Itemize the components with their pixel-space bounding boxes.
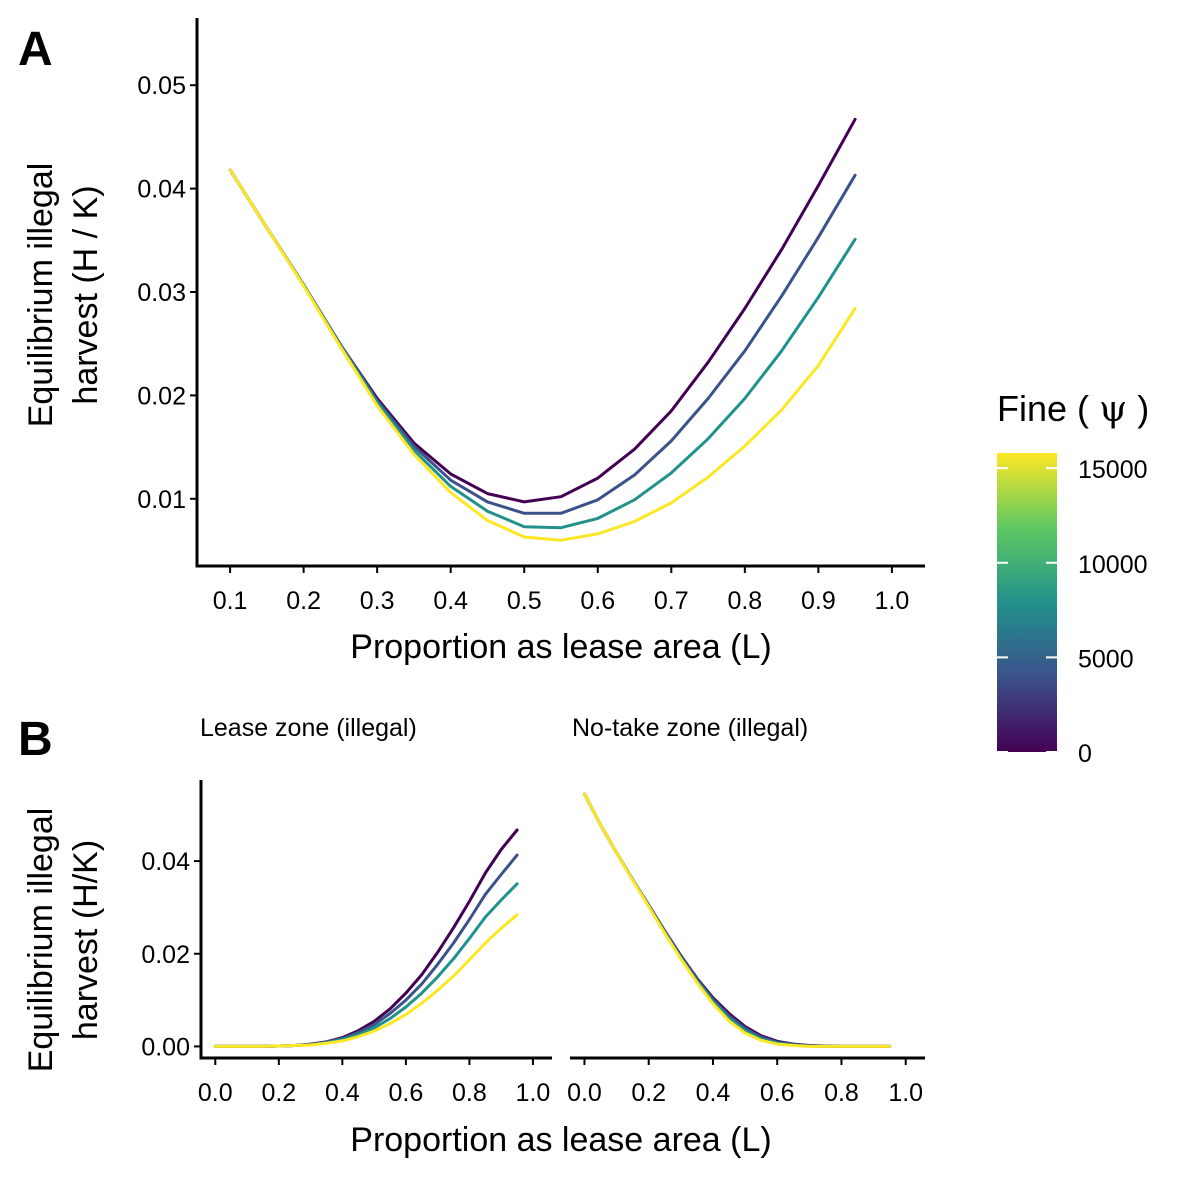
panel-a-x-tick-label: 0.6 [580, 587, 615, 615]
panel-b-lease-series [213, 828, 519, 1048]
panel-b-notake-series [583, 792, 892, 1048]
panel-a: 0.010.020.030.040.05 0.1 0.2 0.3 0.4 0.5 0.6 0… [22, 18, 925, 666]
panel-a-x-title: Proportion as lease area (L) [350, 628, 771, 666]
legend-tick-label: 10000 [1078, 551, 1148, 579]
panel-a-x-tick-label: 0.8 [727, 587, 762, 615]
legend-tick-label: 5000 [1078, 645, 1134, 673]
fine-legend: Fine ( ψ ) 15000 10000 5000 0 [997, 388, 1149, 768]
legend-tick-label: 0 [1078, 740, 1092, 768]
panel-b-label: B [18, 713, 53, 766]
panel-a-line-fine-0 [228, 117, 857, 504]
panel-b-y-tick-label: 0.00 [141, 1033, 190, 1061]
panel-a-y-tick-label: 0.03 [137, 279, 186, 307]
panel-b-notake-x-tick-label: 0.0 [567, 1079, 602, 1107]
panel-b-lease-line-fine-0 [213, 828, 519, 1048]
panel-b-y-tick-label: 0.04 [141, 848, 190, 876]
panel-a-series [228, 117, 857, 542]
panel-a-x-tick-label: 0.9 [801, 587, 836, 615]
panel-b-lease-x-tick-label: 0.8 [452, 1079, 487, 1107]
panel-b-y-tick-label: 0.02 [141, 941, 190, 969]
panel-b: Lease zone (illegal) No-take zone (illeg… [22, 714, 925, 1159]
panel-b-lease-x-tick-label: 1.0 [516, 1079, 551, 1107]
panel-b-lease-line-fine-5000 [213, 853, 519, 1048]
panel-a-line-fine-15800 [228, 168, 857, 542]
panel-a-y-ticks: 0.01 0.02 0.03 0.04 0.05 [137, 72, 197, 514]
panel-b-notake-x-ticks: 0.0 0.2 0.4 0.6 0.8 1.0 [567, 1058, 923, 1107]
panel-b-lease-x-tick-label: 0.2 [261, 1079, 296, 1107]
panel-a-x-tick-label: 1.0 [875, 587, 910, 615]
panel-a-x-tick-label: 0.1 [213, 587, 248, 615]
panel-b-y-title-line1: Equilibrium illegal [22, 808, 60, 1073]
panel-b-x-title: Proportion as lease area (L) [350, 1121, 771, 1159]
panel-a-y-tick-label: 0.01 [137, 486, 186, 514]
legend-tick-label: 15000 [1078, 456, 1148, 484]
panel-b-lease-x-tick-label: 0.4 [325, 1079, 360, 1107]
panel-b-notake-line-fine-15800 [583, 792, 892, 1048]
panel-b-lease-x-tick-label: 0.0 [198, 1079, 233, 1107]
panel-a-label: A [18, 23, 53, 76]
panel-b-y-title-line2: harvest (H/K) [67, 840, 105, 1040]
panel-a-y-title-line1: Equilibrium illegal [22, 163, 60, 428]
panel-a-y-tick-label: 0.02 [137, 382, 186, 410]
panel-a-x-ticks: 0.1 0.2 0.3 0.4 0.5 0.6 0.7 0.8 0.9 1.0 [213, 566, 910, 615]
panel-b-lease-x-tick-label: 0.6 [388, 1079, 423, 1107]
legend-ticks: 15000 10000 5000 0 [997, 456, 1148, 768]
panel-b-lease-x-ticks: 0.0 0.2 0.4 0.6 0.8 1.0 [198, 1058, 550, 1107]
panel-a-y-tick-label: 0.04 [137, 176, 186, 204]
legend-title-symbol: ψ [1099, 389, 1127, 430]
panel-a-x-tick-label: 0.3 [360, 587, 395, 615]
panel-a-x-tick-label: 0.2 [286, 587, 321, 615]
panel-a-x-tick-label: 0.5 [507, 587, 542, 615]
panel-b-lease-line-fine-10000 [213, 882, 519, 1048]
panel-b-notake-line-fine-0 [583, 792, 892, 1048]
facet-strip-notake: No-take zone (illegal) [572, 714, 808, 742]
panel-a-x-tick-label: 0.7 [654, 587, 689, 615]
panel-a-y-title-line2: harvest (H / K) [67, 185, 105, 404]
panel-b-lease-line-fine-15800 [213, 913, 519, 1048]
facet-strip-lease: Lease zone (illegal) [200, 714, 417, 742]
legend-title-text: Fine ( [997, 388, 1089, 429]
panel-b-notake-x-tick-label: 0.6 [760, 1079, 795, 1107]
panel-a-y-tick-label: 0.05 [137, 72, 186, 100]
panel-b-notake-x-tick-label: 0.2 [631, 1079, 666, 1107]
legend-title-close: ) [1137, 388, 1149, 429]
legend-colorbar [997, 453, 1057, 752]
panel-a-line-fine-5000 [228, 168, 857, 515]
panel-b-notake-line-fine-5000 [583, 792, 892, 1048]
panel-a-line-fine-10000 [228, 168, 857, 530]
panel-b-y-ticks: 0.00 0.02 0.04 [141, 848, 201, 1061]
panel-a-x-tick-label: 0.4 [433, 587, 468, 615]
panel-b-notake-x-tick-label: 0.4 [696, 1079, 731, 1107]
panel-b-notake-x-tick-label: 1.0 [888, 1079, 923, 1107]
panel-b-notake-x-tick-label: 0.8 [824, 1079, 859, 1107]
legend-title: Fine ( ψ ) [997, 388, 1149, 430]
panel-b-notake-line-fine-10000 [583, 792, 892, 1048]
